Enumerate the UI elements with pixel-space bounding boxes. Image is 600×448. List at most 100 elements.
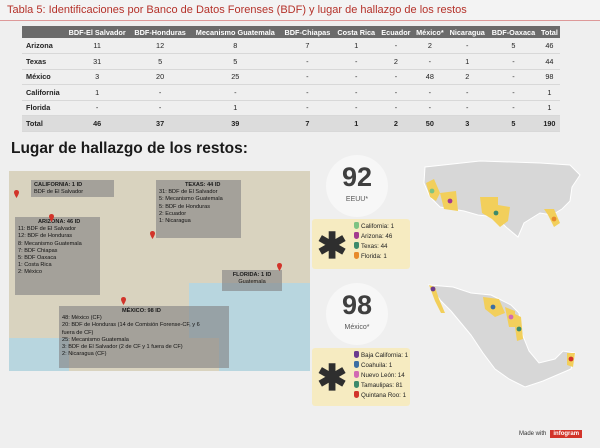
note-arizona-line: 5: BDF Oaxaca — [18, 255, 57, 262]
table-cell: 1 — [538, 84, 560, 101]
map-pin-mexico[interactable] — [121, 297, 126, 305]
table-row: Arizona 11 12 8 7 1-2-5 46 — [22, 38, 560, 54]
note-florida-title: FLORIDA: 1 ID — [232, 272, 272, 278]
table-cell: 1 — [64, 84, 131, 101]
table-cell: - — [378, 38, 414, 54]
state-list-text: Texas: 44 — [361, 243, 388, 250]
usa-mini-map[interactable] — [420, 157, 590, 245]
note-california-title: CALIFORNIA: 1 ID — [34, 182, 83, 188]
table-cell: - — [130, 84, 190, 101]
table-cell: 12 — [130, 38, 190, 54]
state-list-item: Tamaulipas: 81 — [354, 381, 404, 391]
note-arizona-line: 1: Costa Rica — [18, 262, 52, 269]
map-pin-arizona[interactable] — [49, 214, 54, 222]
mexico-mini-map[interactable] — [425, 283, 590, 403]
note-texas-line: 1: Nicaragua — [159, 218, 191, 225]
table-row-label: Arizona — [22, 38, 65, 54]
table-cell: - — [280, 69, 335, 85]
note-mexico-line: 2: Nicaragua (CF) — [62, 351, 107, 358]
table-cell: - — [334, 100, 379, 116]
usa-badge-circle — [326, 155, 388, 217]
identifications-table: BDF-El Salvador BDF-Honduras Mecanismo Gua… — [22, 26, 560, 132]
location-map[interactable]: CALIFORNIA: 1 ID BDF de El Salvador ARIZ… — [9, 171, 310, 371]
table-cell: - — [378, 100, 414, 116]
table-cell: 2 — [378, 53, 414, 70]
state-list-text: Arizona: 46 — [361, 233, 393, 240]
table-row: Total 46 37 39 7 1 2 50 3 5 190 — [22, 115, 560, 132]
note-arizona-title: ARIZONA: 46 ID — [38, 219, 81, 225]
table-cell: 5 — [190, 53, 281, 70]
note-mexico-line: fuera de CF) — [62, 329, 94, 336]
table-cell: - — [64, 100, 131, 116]
table-cell: 98 — [538, 69, 560, 85]
state-list-text: Florida: 1 — [361, 253, 387, 260]
table-header-cell: BDF-El Salvador — [64, 26, 131, 38]
table-cell: 44 — [538, 53, 560, 70]
state-list-text: Baja California: 1 — [361, 352, 409, 359]
note-texas-line: 5: BDF de Honduras — [159, 203, 210, 210]
map-marker-icon — [354, 361, 359, 368]
footer-credit[interactable]: Made with infogram — [519, 430, 583, 438]
table-cell: - — [280, 53, 335, 70]
table-row: México 3 20 25- - -48 2-98 — [22, 69, 560, 85]
map-pin-florida[interactable] — [277, 263, 282, 271]
table-cell: 20 — [130, 69, 190, 85]
table-cell: 1 — [190, 100, 281, 116]
table-cell: 2 — [446, 69, 489, 85]
table-cell: 1 — [446, 53, 489, 70]
table-row-label: California — [22, 84, 65, 101]
note-california-line: BDF de El Salvador — [34, 189, 84, 196]
table-cell: - — [334, 69, 379, 85]
table-cell: - — [334, 84, 379, 101]
state-list-text: California: 1 — [361, 223, 395, 230]
table-header-cell: BDF-Chiapas — [280, 26, 335, 38]
table-cell: 46 — [538, 38, 560, 54]
map-marker-icon — [354, 381, 359, 388]
note-arizona-line: 11: BDF de El Salvador — [18, 226, 77, 233]
table-cell: - — [334, 53, 379, 70]
table-cell: - — [488, 53, 539, 70]
table-header-cell — [22, 26, 65, 38]
table-row-label: Texas — [22, 53, 65, 70]
table-cell: 8 — [190, 38, 281, 54]
note-mexico-title: MÉXICO: 98 ID — [122, 308, 161, 314]
table-cell: 2 — [413, 38, 447, 54]
table-cell: - — [488, 100, 539, 116]
mexico-total-number: 98 — [341, 290, 373, 320]
table-row: Texas 31 5 5- -2-1-44 — [22, 53, 560, 70]
note-arizona-line: 12: BDF de Honduras — [18, 233, 73, 240]
map-marker-icon — [354, 242, 359, 249]
section-title: Lugar de hallazgo de los restos: — [11, 140, 248, 157]
table-cell: 5 — [130, 53, 190, 70]
table-cell: 1 — [538, 100, 560, 116]
table-cell: 7 — [280, 115, 335, 132]
table-cell: 25 — [190, 69, 281, 85]
table-cell: 1 — [334, 115, 379, 132]
usa-mini-pins — [429, 188, 557, 222]
note-florida-line: Guatemala — [238, 279, 266, 286]
table-cell: 46 — [64, 115, 131, 132]
note-texas: TEXAS: 44 ID 31: BDF de El Salvador 5: M… — [156, 180, 241, 238]
table-header-cell: Mecanismo Guatemala — [190, 26, 281, 38]
table-cell: 48 — [413, 69, 447, 85]
map-pin-texas[interactable] — [150, 231, 155, 239]
note-arizona-line: 2: México — [18, 269, 42, 276]
note-california: CALIFORNIA: 1 ID BDF de El Salvador — [31, 180, 114, 197]
state-list-item: Coahuila: 1 — [354, 361, 404, 371]
state-list-item: Nuevo León: 14 — [354, 371, 405, 381]
state-list-text: Tamaulipas: 81 — [361, 382, 403, 389]
infogram-logo[interactable]: infogram — [550, 430, 583, 438]
table-cell: 5 — [488, 38, 539, 54]
note-texas-line: 5: Mecanismo Guatemala — [159, 196, 223, 203]
table-cell: 37 — [130, 115, 190, 132]
table-header-cell: BDF-Honduras — [130, 26, 190, 38]
table-cell: 1 — [334, 38, 379, 54]
state-list-text: Quintana Roo: 1 — [361, 392, 407, 399]
note-florida: FLORIDA: 1 ID Guatemala — [222, 270, 282, 291]
state-list-item: Baja California: 1 — [354, 351, 408, 361]
table-cell: - — [488, 69, 539, 85]
usa-state-list: ✱ California: 1 Arizona: 46 Texas: 44 Flori… — [312, 219, 410, 269]
map-marker-icon — [354, 232, 359, 239]
note-arizona: ARIZONA: 46 ID 11: BDF de El Salvador 12… — [15, 217, 100, 295]
map-pin-california[interactable] — [14, 190, 19, 198]
